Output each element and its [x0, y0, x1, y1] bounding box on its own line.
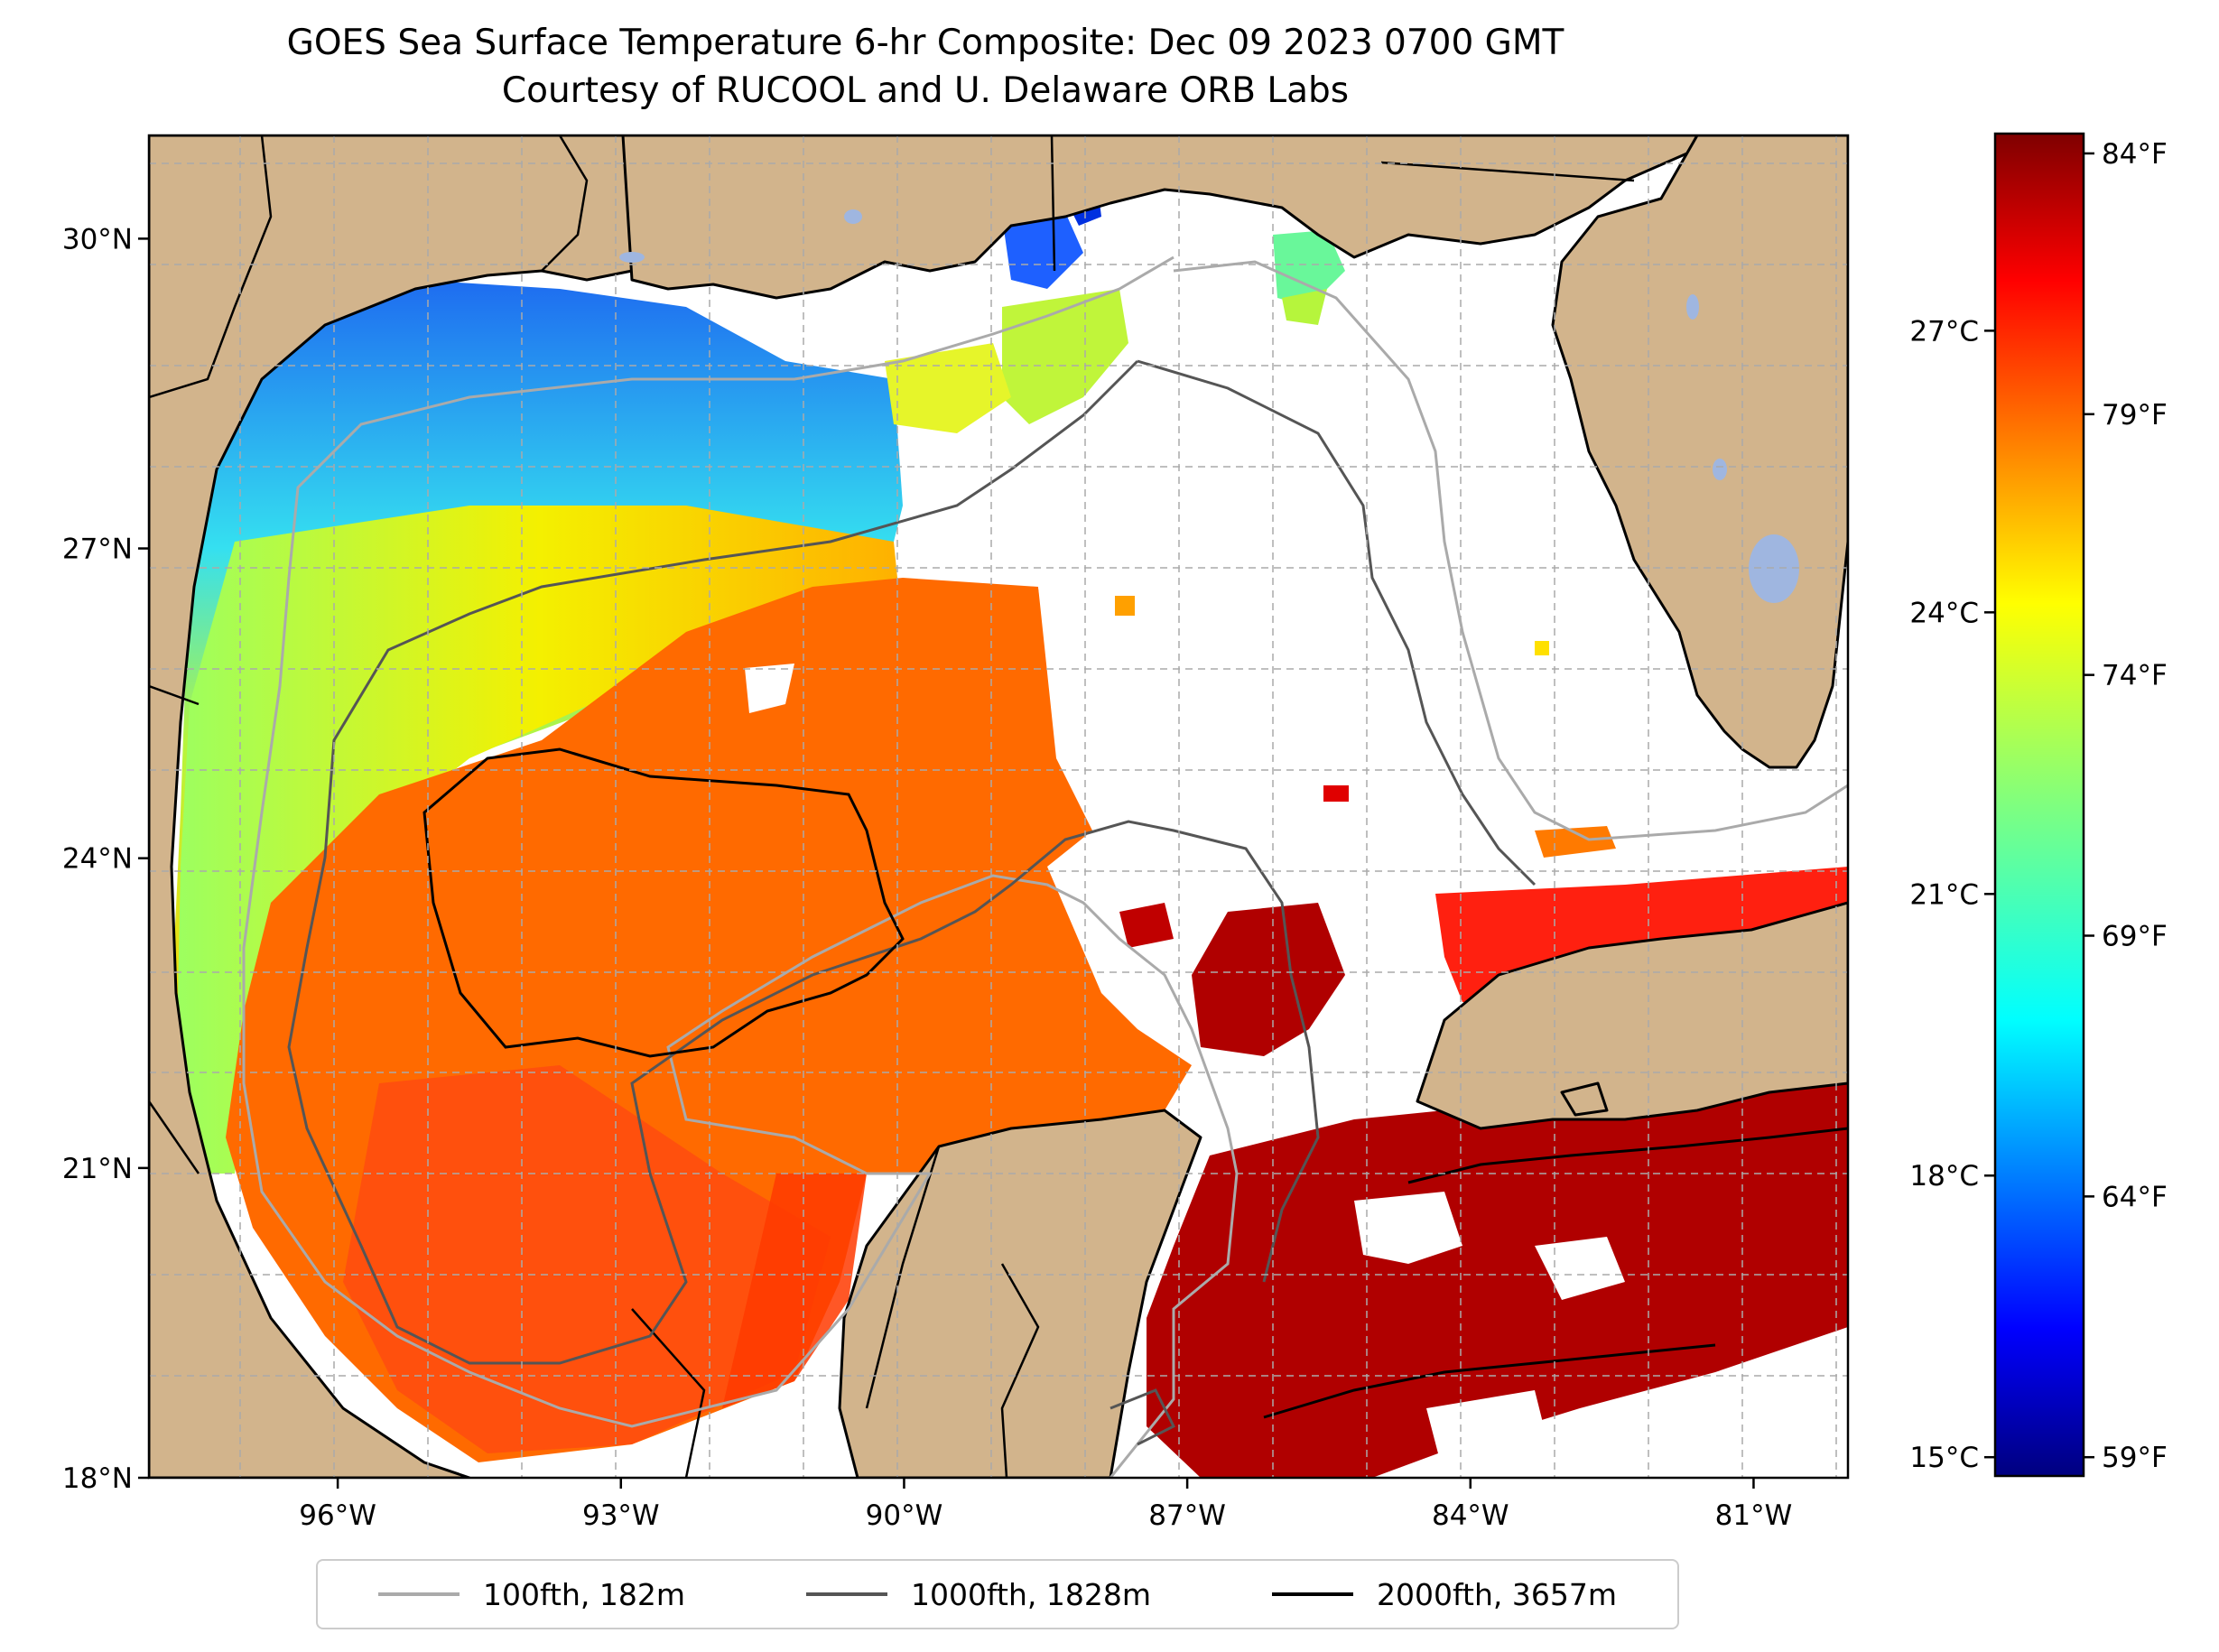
lon-tick-label: 84°W	[1432, 1499, 1509, 1532]
lat-tick-label: 18°N	[62, 1462, 133, 1495]
map-area	[149, 135, 1848, 1478]
borders	[149, 135, 1635, 1478]
legend-label-100fth: 100fth, 182m	[483, 1576, 685, 1612]
lat-tick-label: 30°N	[62, 223, 133, 255]
bathymetry-contours	[242, 255, 1848, 1478]
colorbar: 15°C 18°C 21°C 24°C 27°C 59°F 64°F 69°F 74°F 79°…	[1909, 132, 2168, 1478]
lon-tick-label: 96°W	[299, 1499, 376, 1532]
fahrenheit-tick-label: 69°F	[2102, 921, 2168, 953]
fahrenheit-tick-label: 64°F	[2102, 1181, 2168, 1213]
gridlines	[149, 135, 1848, 1478]
lat-tick-label: 21°N	[62, 1153, 133, 1185]
sst-field	[172, 181, 1848, 1478]
map-subtitle: Courtesy of RUCOOL and U. Delaware ORB L…	[501, 70, 1350, 111]
colorbar-celsius-scale: 15°C 18°C 21°C 24°C 27°C	[1909, 315, 1995, 1474]
lon-tick-label: 90°W	[866, 1499, 943, 1532]
lat-tick-label: 27°N	[62, 534, 133, 566]
celsius-tick-label: 27°C	[1909, 315, 1979, 348]
lon-tick-label: 93°W	[582, 1499, 660, 1532]
legend-swatch-2000fth	[1271, 1592, 1353, 1596]
latitude-axis: 18°N 21°N 24°N 27°N 30°N	[62, 223, 149, 1495]
fahrenheit-tick-label: 84°F	[2102, 138, 2168, 171]
lakes	[619, 209, 1799, 603]
legend-label-1000fth: 1000fth, 1828m	[911, 1576, 1151, 1612]
legend-item-2000fth: 2000fth, 3657m	[1271, 1576, 1617, 1612]
fahrenheit-tick-label: 59°F	[2102, 1442, 2168, 1474]
colorbar-gradient	[1993, 132, 2085, 1478]
lon-tick-label: 81°W	[1715, 1499, 1793, 1532]
celsius-tick-label: 24°C	[1909, 597, 1979, 629]
bathymetry-legend: 100fth, 182m 1000fth, 1828m 2000fth, 365…	[316, 1559, 1679, 1629]
celsius-tick-label: 21°C	[1909, 878, 1979, 911]
celsius-tick-label: 15°C	[1909, 1442, 1979, 1474]
map-frame	[147, 134, 1850, 1480]
legend-swatch-1000fth	[806, 1592, 887, 1596]
map-title: GOES Sea Surface Temperature 6-hr Compos…	[286, 23, 1564, 63]
legend-swatch-100fth	[378, 1592, 460, 1596]
colorbar-fahrenheit-scale: 59°F 64°F 69°F 74°F 79°F 84°F	[2084, 138, 2168, 1474]
lon-tick-label: 87°W	[1148, 1499, 1226, 1532]
legend-item-1000fth: 1000fth, 1828m	[806, 1577, 1151, 1612]
longitude-axis: 96°W 93°W 90°W 87°W 84°W 81°W	[299, 1478, 1792, 1532]
legend-label-2000fth: 2000fth, 3657m	[1376, 1576, 1617, 1612]
celsius-tick-label: 18°C	[1909, 1160, 1979, 1193]
legend-item-100fth: 100fth, 182m	[378, 1577, 685, 1612]
fahrenheit-tick-label: 74°F	[2102, 660, 2168, 692]
lat-tick-label: 24°N	[62, 843, 133, 876]
land	[149, 135, 1848, 1478]
fahrenheit-tick-label: 79°F	[2102, 399, 2168, 432]
